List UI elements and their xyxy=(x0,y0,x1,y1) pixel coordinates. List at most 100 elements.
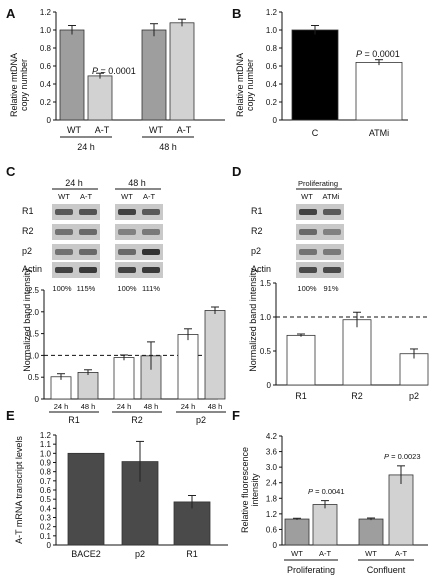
panel-d-blot-strip xyxy=(296,224,344,240)
panel-f-bar xyxy=(284,518,310,546)
panel-c-percent: 100% xyxy=(52,284,72,293)
panel-c-blot-24h-band xyxy=(79,249,97,255)
panel-c-ylabel: Normalized band intensity xyxy=(22,268,32,372)
panel-b-bar xyxy=(355,62,403,121)
panel-d-blot-band xyxy=(323,209,341,215)
panel-c-percent: 115% xyxy=(77,284,96,293)
panel-c-blot-24h-strip xyxy=(52,262,100,278)
panel-c-bar-label: 48 h xyxy=(81,402,96,411)
panel-f-p-value-1: P = 0.0041 xyxy=(308,487,345,496)
panel-c-ytick-label: 2.0 xyxy=(28,308,40,317)
panel-b-ylabel-line1: Relative mtDNA xyxy=(235,53,245,117)
panel-c-blot-48h-strip xyxy=(115,262,163,278)
panel-d-blot-band xyxy=(323,229,341,235)
panel-d-percent: 100% xyxy=(297,284,317,293)
panel-b-ytick-label: 0.4 xyxy=(266,80,278,89)
panel-c-ytick-label: 0 xyxy=(35,395,40,404)
panel-c-blot-48h-strip xyxy=(115,204,163,220)
panel-d-blot-col: WT xyxy=(301,192,313,201)
panel-c-group-label: R1 xyxy=(68,415,80,425)
panel-f-ytick-label: 4.2 xyxy=(266,432,278,441)
panel-c-blot-col: WT xyxy=(58,192,70,201)
panel-f-ytick-label: 0.6 xyxy=(266,525,278,534)
panel-d-ytick-label: 1.5 xyxy=(260,279,272,288)
panel-d-blot-band xyxy=(299,209,317,215)
panel-c-percent: 111% xyxy=(142,284,160,293)
panel-d-ylabel: Normalized band intensity xyxy=(248,268,258,372)
panel-c-blot-24h-band xyxy=(55,249,73,255)
panel-d-blot-strip xyxy=(296,244,344,260)
panel-a-ytick-label: 0.6 xyxy=(40,62,52,71)
panel-c-blot-48h-band xyxy=(118,267,136,273)
panel-c-bar xyxy=(204,310,226,400)
panel-d-blot-band xyxy=(299,229,317,235)
panel-c-bar-label: 24 h xyxy=(181,402,196,411)
panel-c-bar-label: 24 h xyxy=(117,402,132,411)
panel-e-ytick-label: 0.3 xyxy=(40,514,52,523)
panel-d-blot-row-label: R1 xyxy=(251,206,263,216)
panel-letter-e: E xyxy=(6,408,15,423)
panel-a-bar-label: A-T xyxy=(177,125,192,135)
panel-b-ytick-label: 0.2 xyxy=(266,98,278,107)
panel-f-ylabel-line2: intensity xyxy=(250,473,260,507)
panel-c-blot-48h-strip xyxy=(115,244,163,260)
panel-d-ytick-label: 0 xyxy=(267,381,272,390)
panel-d-blot-row-label: Actin xyxy=(251,264,271,274)
panel-c-blot-48h-band xyxy=(142,249,160,255)
panel-d-blot-strip xyxy=(296,204,344,220)
panel-e-ytick-label: 0.7 xyxy=(40,477,52,486)
panel-c-blot-24h-band xyxy=(79,209,97,215)
panel-f-ytick-label: 1.2 xyxy=(266,510,278,519)
panel-c-blot-row-label: Actin xyxy=(22,264,42,274)
panel-a-group-label: 48 h xyxy=(159,142,177,152)
panel-a-bar-label: WT xyxy=(67,125,81,135)
panel-e-ytick-label: 0.8 xyxy=(40,468,52,477)
panel-c-bar xyxy=(77,372,99,400)
panel-f-bar-label: A-T xyxy=(319,549,332,558)
panel-c-blot-row-label: R1 xyxy=(22,206,34,216)
panel-e-ytick-label: 1.1 xyxy=(40,440,52,449)
panel-c-ytick-label: 0.5 xyxy=(28,373,40,382)
panel-c-blot-group: 24 h xyxy=(65,178,83,188)
panel-c-blot-48h-band xyxy=(142,229,160,235)
panel-d-bar xyxy=(399,353,429,386)
panel-d-bar xyxy=(286,334,316,386)
panel-c-blot-24h-strip xyxy=(52,204,100,220)
panel-f-ytick-label: 3.6 xyxy=(266,448,278,457)
panel-d-blot-strip xyxy=(296,262,344,278)
panel-a-ytick-label: 0.2 xyxy=(40,98,52,107)
panel-d-group-label: R2 xyxy=(351,391,363,401)
panel-a-bar xyxy=(141,29,167,121)
panel-c-blot-24h-strip xyxy=(52,244,100,260)
panel-a-ylabel-line2: copy number xyxy=(19,59,29,111)
panel-f-bar xyxy=(388,474,414,546)
panel-d-blot-band xyxy=(323,267,341,273)
panel-letter-a: A xyxy=(6,6,16,21)
panel-c-blot-row-label: R2 xyxy=(22,226,34,236)
panel-f-ytick-label: 2.4 xyxy=(266,479,278,488)
panel-letter-f: F xyxy=(232,408,240,423)
panel-c-ytick-label: 1.0 xyxy=(28,351,40,360)
panel-c-bar-label: 24 h xyxy=(54,402,69,411)
panel-c-bar xyxy=(50,376,72,400)
panel-c-blot-48h-strip xyxy=(115,224,163,240)
panel-c-blot-24h-band xyxy=(79,229,97,235)
panel-b-ytick-label: 1.0 xyxy=(266,26,278,35)
panel-c-bar-label: 48 h xyxy=(208,402,223,411)
panel-d-ytick-label: 1.0 xyxy=(260,313,272,322)
panel-c-blot-48h-band xyxy=(142,209,160,215)
panel-f-group-label: Confluent xyxy=(367,565,406,575)
panel-c-group-label: R2 xyxy=(131,415,143,425)
panel-a-group-label: 24 h xyxy=(77,142,95,152)
panel-a-bar xyxy=(59,29,85,121)
panel-e-ytick-label: 0.5 xyxy=(40,495,52,504)
panel-d-blot-col: ATMi xyxy=(323,192,340,201)
panel-f-group-label: Proliferating xyxy=(287,565,335,575)
panel-d-percent: 91% xyxy=(323,284,338,293)
panel-letter-b: B xyxy=(232,6,241,21)
panel-b-p-value: P = 0.0001 xyxy=(356,49,400,59)
panel-b-ytick-label: 0 xyxy=(273,116,278,125)
panel-a-ytick-label: 0.8 xyxy=(40,44,52,53)
panel-e-ytick-label: 1.0 xyxy=(40,449,52,458)
